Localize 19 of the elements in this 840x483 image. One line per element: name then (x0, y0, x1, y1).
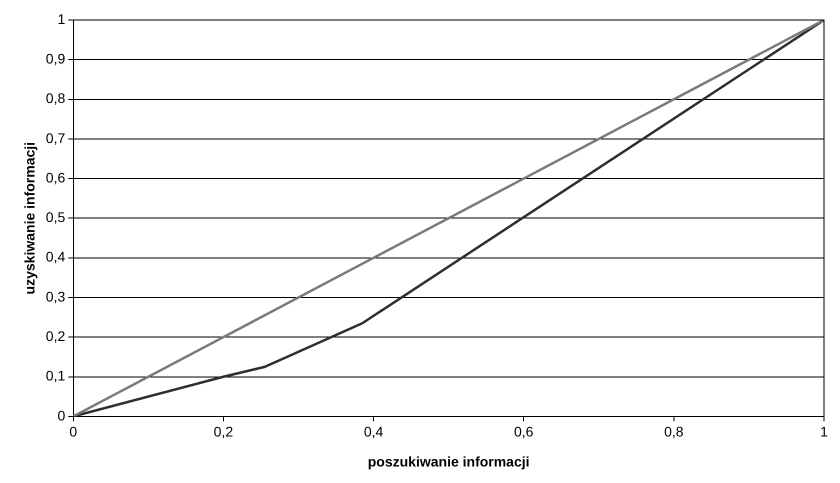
x-tick-label: 0,2 (214, 424, 234, 440)
y-tick-label: 0,7 (46, 130, 66, 146)
y-tick-label: 0 (57, 407, 66, 424)
y-tick-label: 0,9 (46, 50, 66, 66)
y-tick-label: 0,2 (46, 328, 66, 344)
x-tick-label: 0,4 (364, 424, 384, 440)
y-tick-label: 0,6 (46, 169, 66, 186)
y-tick-label: 0,3 (46, 288, 66, 304)
y-tick-label: 0,8 (46, 90, 66, 106)
y-tick-label: 0,1 (46, 368, 66, 384)
y-axis-title: uzyskiwanie informacji (21, 142, 38, 294)
y-tick-label: 0,4 (46, 248, 66, 265)
x-axis-title: poszukiwanie informacji (368, 453, 530, 470)
x-tick-label: 0,8 (664, 424, 684, 440)
y-tick-label: 1 (57, 10, 66, 27)
y-tick-label: 0,5 (46, 209, 66, 226)
x-tick-label: 1 (820, 424, 828, 440)
x-tick-label: 0 (69, 424, 78, 440)
x-tick-label: 0,6 (514, 424, 534, 440)
